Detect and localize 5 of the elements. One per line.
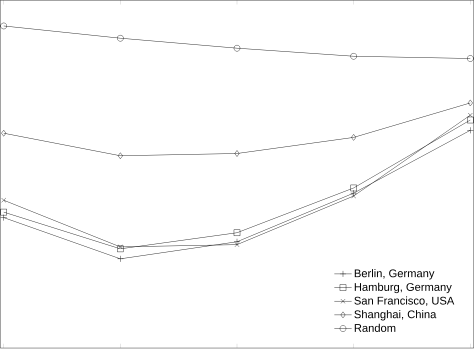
legend-label: San Francisco, USA bbox=[354, 296, 454, 306]
legend-label: Berlin, Germany bbox=[354, 269, 434, 280]
legend-label: Hamburg, Germany bbox=[354, 282, 452, 294]
legend-label: Random bbox=[354, 324, 396, 332]
legend-label: Shanghai, China bbox=[354, 310, 436, 320]
